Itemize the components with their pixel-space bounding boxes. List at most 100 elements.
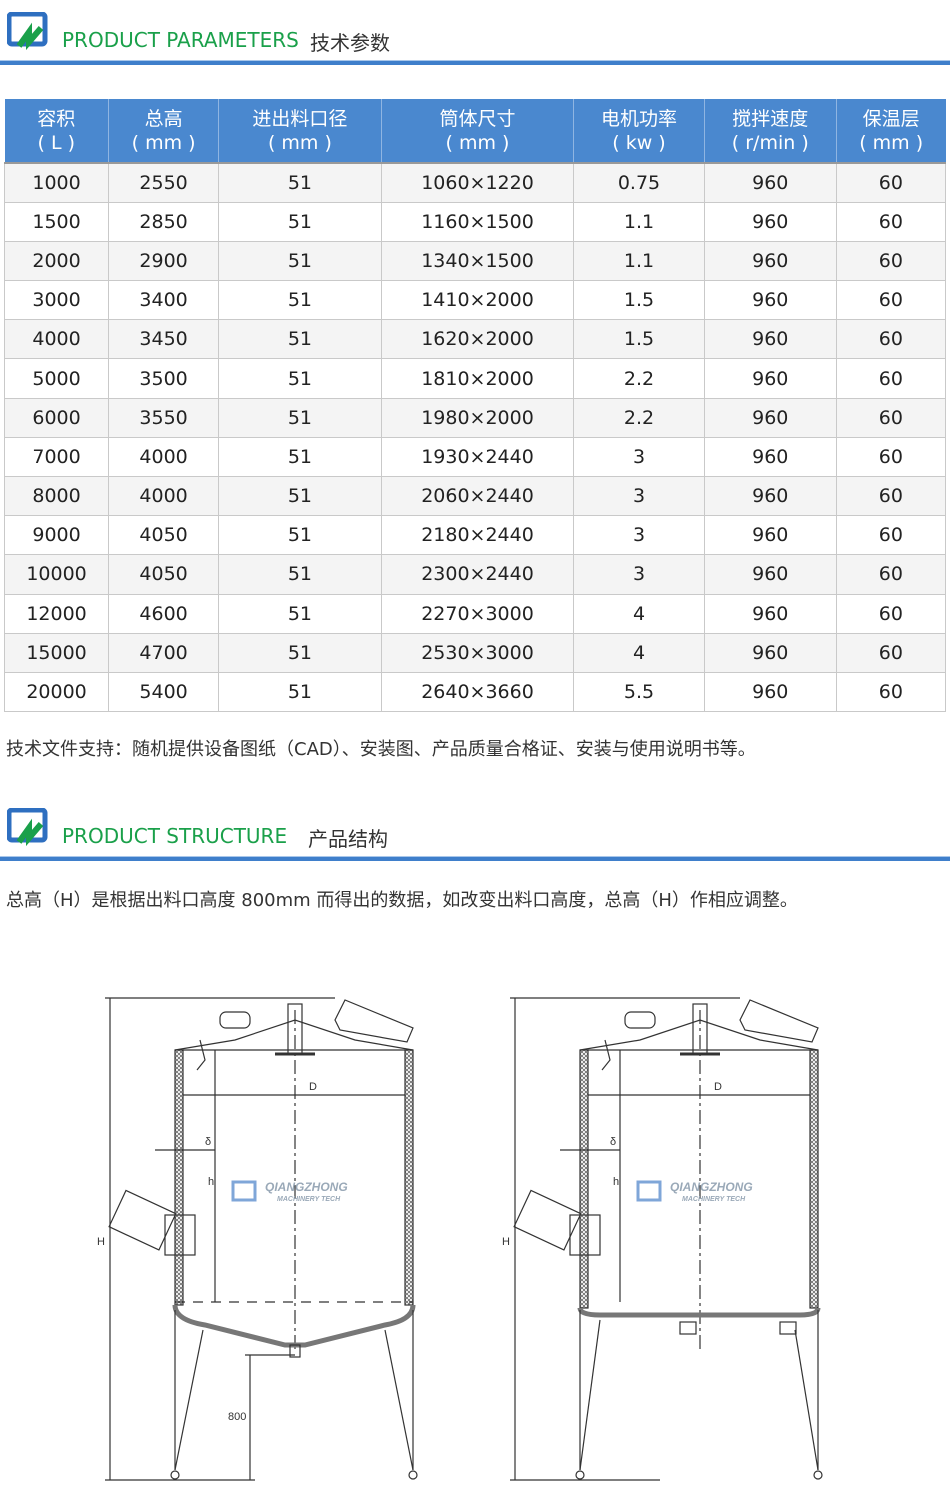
table-cell: 960: [703, 319, 837, 360]
table-cell: 51: [218, 358, 382, 399]
column-header: 总高( mm ): [108, 99, 219, 164]
header-text: 容积: [37, 107, 76, 130]
table-cell: 2300×2440: [380, 554, 575, 595]
header-text: ( mm ): [267, 131, 332, 154]
table-cell: 960: [703, 240, 837, 282]
table-cell: 60: [835, 593, 947, 634]
structure-note: 总高（H）是根据出料口高度 800mm 而得出的数据，如改变出料口高度，总高（H…: [6, 890, 798, 911]
table-row: 6000 3550 51 1980×2000 2.2 960 60: [3, 397, 947, 438]
table-cell: 1.5: [573, 280, 705, 321]
table-cell: 2.2: [573, 397, 705, 438]
company-logo-icon: [7, 12, 48, 50]
header-text: ( L ): [37, 131, 76, 154]
header-text: ( kw ): [612, 131, 666, 154]
divider: [0, 60, 950, 65]
table-cell: 960: [703, 593, 837, 634]
table-cell: 2180×2440: [380, 515, 575, 556]
table-cell: 2270×3000: [380, 593, 575, 634]
table-cell: 5.5: [573, 671, 705, 713]
support-note: 技术文件支持：随机提供设备图纸（CAD）、安装图、产品质量合格证、安装与使用说明…: [6, 739, 756, 760]
table-cell: 960: [703, 397, 837, 438]
table-cell: 1000: [3, 162, 110, 203]
table-row: 7000 4000 51 1930×2440 3 960 60: [3, 436, 947, 478]
table-cell: 4: [573, 593, 705, 634]
label-height: H: [502, 1236, 510, 1248]
tank-diagram-flat-bottom: D δ h H QIANGZHONG MACHINERY TECH: [502, 997, 823, 1481]
table-cell: 3500: [108, 358, 220, 399]
table-cell: 2550: [108, 162, 220, 203]
table-cell: 2.2: [573, 358, 705, 399]
table-cell: 960: [703, 162, 837, 203]
table-cell: 1060×1220: [380, 162, 575, 203]
table-cell: 1810×2000: [380, 358, 575, 399]
table-cell: 51: [218, 632, 382, 673]
svg-text:MACHINERY TECH: MACHINERY TECH: [277, 1196, 341, 1203]
table-cell: 960: [703, 436, 837, 478]
table-row: 10000 4050 51 2300×2440 3 960 60: [3, 554, 947, 595]
table-cell: 12000: [3, 593, 110, 634]
table-cell: 2060×2440: [380, 475, 575, 517]
table-cell: 8000: [3, 475, 110, 517]
table-cell: 60: [835, 397, 947, 438]
table-cell: 960: [703, 475, 837, 517]
header-text: 电机功率: [600, 107, 677, 130]
table-cell: 960: [703, 632, 837, 673]
table-cell: 9000: [3, 515, 110, 556]
section-header-structure: PRODUCT STRUCTURE 产品结构: [0, 796, 950, 861]
table-cell: 7000: [3, 436, 110, 478]
table-cell: 51: [218, 436, 382, 478]
company-logo-icon: [7, 808, 48, 846]
label-diameter: D: [714, 1081, 722, 1093]
table-cell: 2900: [108, 240, 220, 282]
table-cell: 5400: [108, 671, 220, 713]
column-header: 进出料口径( mm ): [218, 99, 382, 164]
table-cell: 60: [835, 515, 947, 556]
table-cell: 15000: [3, 632, 110, 673]
table-cell: 10000: [3, 554, 110, 595]
table-cell: 51: [218, 201, 382, 242]
table-cell: 3450: [108, 319, 220, 360]
table-cell: 51: [218, 280, 382, 321]
table-cell: 1980×2000: [380, 397, 575, 438]
section-title-en: PRODUCT STRUCTURE: [62, 824, 288, 848]
header-text: 保温层: [862, 107, 920, 130]
table-cell: 60: [835, 436, 947, 478]
table-cell: 1160×1500: [380, 201, 575, 242]
table-cell: 51: [218, 475, 382, 517]
table-cell: 4000: [3, 319, 110, 360]
section-title-zh: 产品结构: [308, 827, 388, 851]
header-text: 总高: [144, 107, 183, 130]
table-cell: 1.1: [573, 201, 705, 242]
header-text: 进出料口径: [252, 107, 348, 130]
table-row: 1000 2550 51 1060×1220 0.75 960 60: [3, 162, 947, 203]
table-cell: 4600: [108, 593, 220, 634]
svg-text:QIANGZHONG: QIANGZHONG: [265, 1180, 348, 1194]
column-header: 搅拌速度( r/min ): [703, 99, 837, 164]
parameters-table: 容积( L ) 总高( mm ) 进出料口径( mm ) 筒体尺寸( mm ) 电机功率…: [3, 99, 947, 713]
table-cell: 0.75: [573, 162, 705, 203]
table-cell: 60: [835, 475, 947, 517]
table-row: 15000 4700 51 2530×3000 4 960 60: [3, 632, 947, 673]
table-cell: 1500: [3, 201, 110, 242]
watermark-logo: QIANGZHONG MACHINERY TECH: [231, 1180, 348, 1203]
label-h: h: [613, 1176, 619, 1188]
table-cell: 60: [835, 319, 947, 360]
table-cell: 1410×2000: [380, 280, 575, 321]
table-row: 5000 3500 51 1810×2000 2.2 960 60: [3, 358, 947, 399]
table-cell: 2640×3660: [380, 671, 575, 713]
table-row: 3000 3400 51 1410×2000 1.5 960 60: [3, 280, 947, 321]
table-cell: 4050: [108, 554, 220, 595]
table-cell: 4000: [108, 436, 220, 478]
table-cell: 60: [835, 358, 947, 399]
table-cell: 2850: [108, 201, 220, 242]
table-cell: 3400: [108, 280, 220, 321]
table-cell: 960: [703, 358, 837, 399]
column-header: 筒体尺寸( mm ): [380, 99, 574, 164]
watermark-logo: QIANGZHONG MACHINERY TECH: [636, 1180, 753, 1203]
table-cell: 960: [703, 671, 837, 713]
svg-text:MACHINERY TECH: MACHINERY TECH: [682, 1196, 746, 1203]
table-cell: 1.1: [573, 240, 705, 282]
table-cell: 3000: [3, 280, 110, 321]
table-cell: 3550: [108, 397, 220, 438]
table-row: 2000 2900 51 1340×1500 1.1 960 60: [3, 240, 947, 282]
